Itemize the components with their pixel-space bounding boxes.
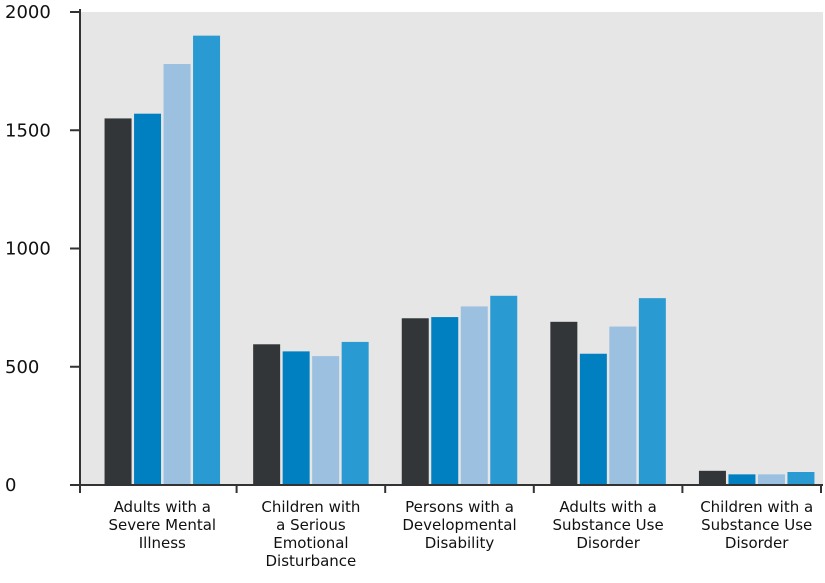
y-tick-label: 2000 xyxy=(5,2,51,23)
category-label-line: a Serious xyxy=(276,516,346,534)
bar-cat2-series2 xyxy=(282,351,310,485)
category-label-line: Illness xyxy=(139,534,186,552)
category-label-line: Disorder xyxy=(576,534,640,552)
bar-cat3-series3 xyxy=(460,306,488,485)
bar-cat2-series3 xyxy=(312,356,340,485)
bar-cat1-series2 xyxy=(134,113,162,485)
bar-cat1-series4 xyxy=(193,35,221,486)
bar-cat1-series3 xyxy=(163,64,191,485)
category-label-line: Substance Use xyxy=(552,516,663,534)
bar-cat3-series1 xyxy=(401,318,429,485)
bar-cat4-series3 xyxy=(609,326,637,485)
category-label-line: Disability xyxy=(425,534,495,552)
y-axis: 0 500 1000 1500 2000 xyxy=(5,2,81,496)
bar-cat5-series1 xyxy=(698,470,726,485)
bar-cat1-series1 xyxy=(104,118,132,486)
category-label: Adults with a Substance Use Disorder xyxy=(552,498,663,552)
category-label-line: Emotional xyxy=(273,534,348,552)
bar-cat4-series2 xyxy=(579,353,607,485)
category-label: Persons with a Developmental Disability xyxy=(402,498,516,552)
category-label-line: Disturbance xyxy=(266,552,357,570)
bar-cat5-series2 xyxy=(728,474,756,485)
y-tick-label: 1000 xyxy=(5,239,51,260)
bar-cat4-series1 xyxy=(550,321,578,485)
category-label: Children with a Serious Emotional Disturban… xyxy=(261,498,360,570)
y-tick-label: 500 xyxy=(5,357,39,378)
category-label-line: Disorder xyxy=(725,534,789,552)
y-tick-label: 1500 xyxy=(5,120,51,141)
category-label-line: Adults with a xyxy=(114,498,211,516)
bar-cat5-series3 xyxy=(757,474,785,485)
y-tick-label: 0 xyxy=(5,475,16,496)
category-label-line: Substance Use xyxy=(701,516,812,534)
bar-cat2-series1 xyxy=(253,344,281,485)
bar-cat3-series2 xyxy=(431,317,459,485)
category-label-line: Persons with a xyxy=(405,498,514,516)
category-label-line: Children with a xyxy=(700,498,813,516)
bar-cat3-series4 xyxy=(490,295,518,485)
bar-cat4-series4 xyxy=(638,298,666,485)
category-label-line: Severe Mental xyxy=(108,516,216,534)
bar-cat2-series4 xyxy=(341,341,369,485)
bar-cat5-series4 xyxy=(787,471,815,485)
x-axis: Adults with a Severe Mental IllnessChildre… xyxy=(79,484,823,570)
category-label-line: Developmental xyxy=(402,516,516,534)
category-label: Adults with a Severe Mental Illness xyxy=(108,498,216,552)
category-label-line: Children with xyxy=(261,498,360,516)
bars-group xyxy=(104,35,815,486)
category-label-line: Adults with a xyxy=(559,498,656,516)
category-label: Children with a Substance Use Disorder xyxy=(700,498,813,552)
